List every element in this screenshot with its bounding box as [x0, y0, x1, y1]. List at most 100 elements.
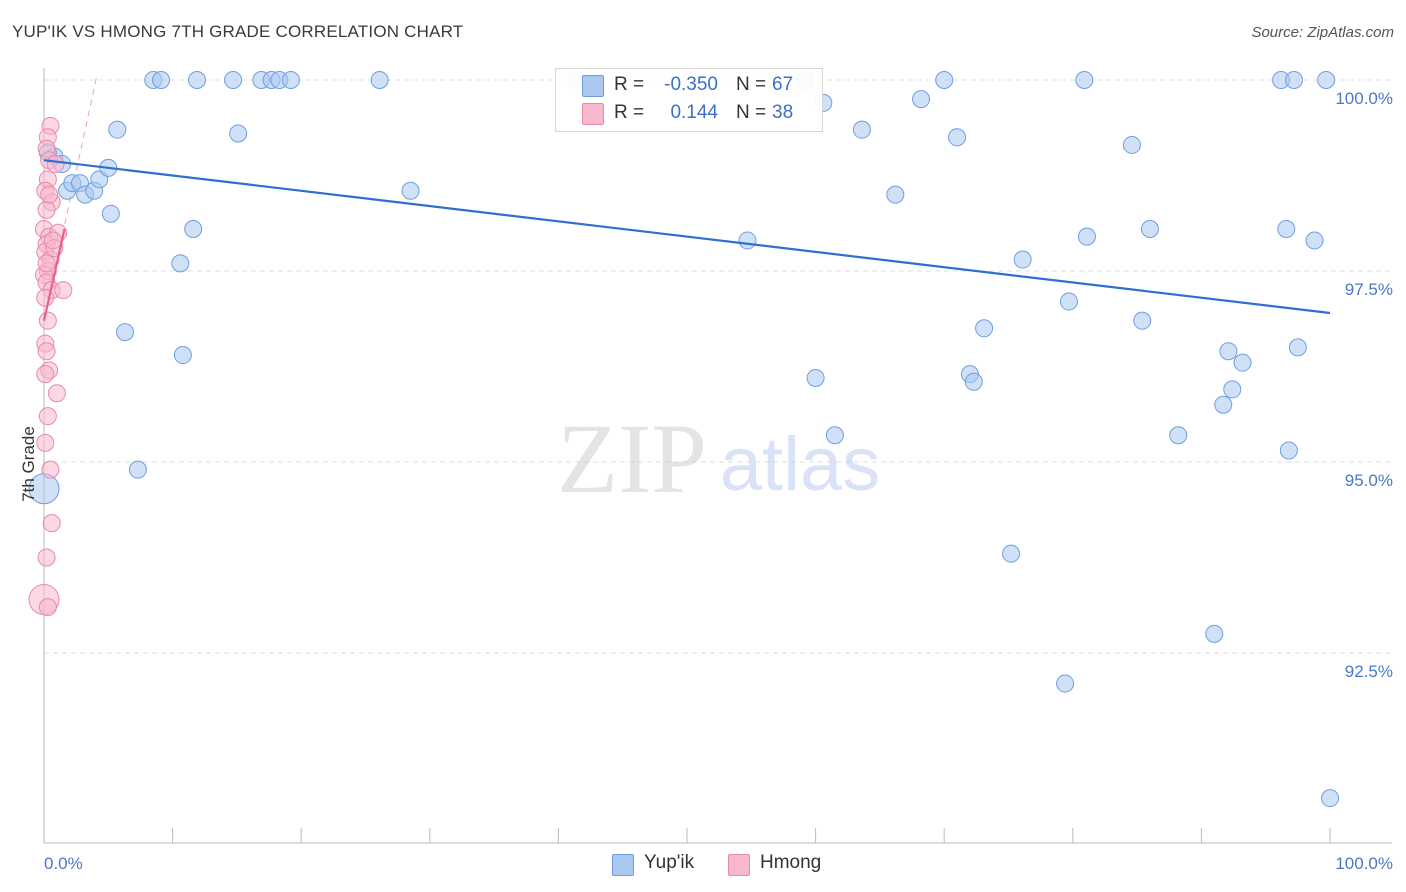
legend-row-yupik: R = -0.350 N = 67: [556, 73, 822, 99]
yupik-point: [1279, 441, 1298, 460]
legend-n-value: 38: [772, 102, 794, 123]
y-tick-label: 92.5%: [1345, 662, 1393, 681]
yupik-point: [1205, 624, 1224, 643]
stats-legend: R = -0.350 N = 67 R = 0.144 N = 38: [555, 68, 823, 132]
legend-r-label: R =: [614, 74, 645, 95]
y-tick-label: 97.5%: [1345, 280, 1393, 299]
hmong-point: [38, 407, 57, 426]
legend-r-value: -0.350: [664, 74, 718, 95]
yupik-point: [1321, 789, 1339, 808]
hmong-point: [54, 281, 73, 300]
yupik-point: [370, 71, 389, 89]
yupik-point: [152, 71, 171, 89]
yupik-point: [948, 128, 967, 147]
y-tick-labels: 100.0% 97.5% 95.0% 92.5%: [1335, 89, 1393, 681]
hmong-point: [38, 311, 57, 330]
legend-swatch-yupik: [582, 75, 604, 97]
yupik-point: [224, 71, 243, 89]
yupik-point: [1140, 219, 1159, 238]
legend-swatch-hmong: [582, 103, 604, 125]
yupik-point: [1214, 395, 1233, 414]
legend-swatch-yupik: [612, 854, 634, 876]
yupik-point: [1317, 71, 1336, 89]
series-legend: Yup'ik Hmong: [0, 852, 1406, 878]
yupik-point: [1277, 219, 1296, 238]
legend-r-label: R =: [614, 102, 645, 123]
chart-title: YUP'IK VS HMONG 7TH GRADE CORRELATION CH…: [12, 22, 464, 41]
hmong-points: [28, 116, 73, 617]
yupik-point: [1002, 544, 1021, 563]
legend-n-label: N =: [736, 74, 767, 95]
yupik-point: [886, 185, 905, 204]
yupik-point: [1219, 342, 1238, 361]
yupik-point: [1233, 353, 1252, 372]
trend-lines: [42, 159, 1331, 321]
hmong-point: [37, 548, 56, 567]
yupik-point: [1284, 71, 1303, 89]
yupik-point: [108, 120, 127, 139]
hmong-point: [37, 342, 56, 361]
yupik-point: [1075, 71, 1094, 89]
hmong-point: [36, 433, 55, 452]
yupik-point: [912, 90, 931, 109]
hmong-point: [36, 365, 55, 384]
yupik-point: [1133, 311, 1152, 330]
y-tick-label: 100.0%: [1335, 89, 1393, 108]
yupik-point: [128, 460, 147, 479]
yupik-point: [1056, 674, 1075, 693]
watermark-atlas: atlas: [720, 422, 881, 507]
hmong-point: [38, 598, 57, 617]
hmong-point: [46, 155, 65, 174]
hmong-trend-line: [42, 228, 66, 321]
legend-n-label: N =: [736, 102, 767, 123]
source-label: Source: ZipAtlas.com: [1251, 24, 1394, 41]
yupik-point: [738, 231, 757, 250]
yupik-point: [401, 181, 420, 200]
yupik-point: [173, 346, 192, 365]
yupik-point: [935, 71, 954, 89]
yupik-point: [1223, 380, 1242, 399]
legend-n-value: 67: [772, 74, 794, 95]
legend-row-hmong: R = 0.144 N = 38: [556, 101, 822, 127]
yupik-point: [852, 120, 871, 139]
yupik-point: [1288, 338, 1307, 357]
hmong-point: [47, 384, 66, 403]
x-tick-label: 100.0%: [1335, 854, 1393, 873]
yupik-points: [28, 71, 1339, 808]
yupik-point: [1077, 227, 1096, 246]
yupik-point: [975, 319, 994, 338]
yupik-point: [825, 426, 844, 445]
yupik-point: [184, 219, 203, 238]
yupik-point: [1122, 135, 1141, 154]
legend-label-hmong: Hmong: [760, 852, 822, 873]
hmong-point: [42, 514, 61, 533]
yupik-point: [101, 204, 120, 223]
x-tick-labels: 0.0% 100.0%: [44, 854, 1393, 873]
hmong-point: [37, 200, 56, 219]
grid-lines: [44, 79, 1392, 654]
yupik-point: [171, 254, 190, 273]
yupik-point: [116, 323, 135, 342]
hmong-point: [37, 254, 56, 273]
watermark-zip: ZIP: [557, 403, 707, 514]
hmong-point: [44, 231, 63, 250]
hmong-point: [41, 460, 60, 479]
yupik-point: [229, 124, 248, 143]
x-tick-label: 0.0%: [44, 854, 83, 873]
legend-r-value: 0.144: [670, 102, 718, 123]
y-axis-label: 7th Grade: [19, 426, 38, 502]
y-tick-label: 95.0%: [1345, 471, 1393, 490]
yupik-point: [188, 71, 207, 89]
yupik-point: [806, 368, 825, 387]
yupik-point: [1169, 426, 1188, 445]
yupik-point: [1059, 292, 1078, 311]
hmong-point: [40, 185, 59, 204]
yupik-point: [964, 372, 983, 391]
legend-label-yupik: Yup'ik: [644, 852, 695, 873]
yupik-point: [281, 71, 300, 89]
yupik-point: [1305, 231, 1324, 250]
yupik-point: [1013, 250, 1032, 269]
yupik-trend-line: [43, 159, 1331, 315]
legend-swatch-hmong: [728, 854, 750, 876]
